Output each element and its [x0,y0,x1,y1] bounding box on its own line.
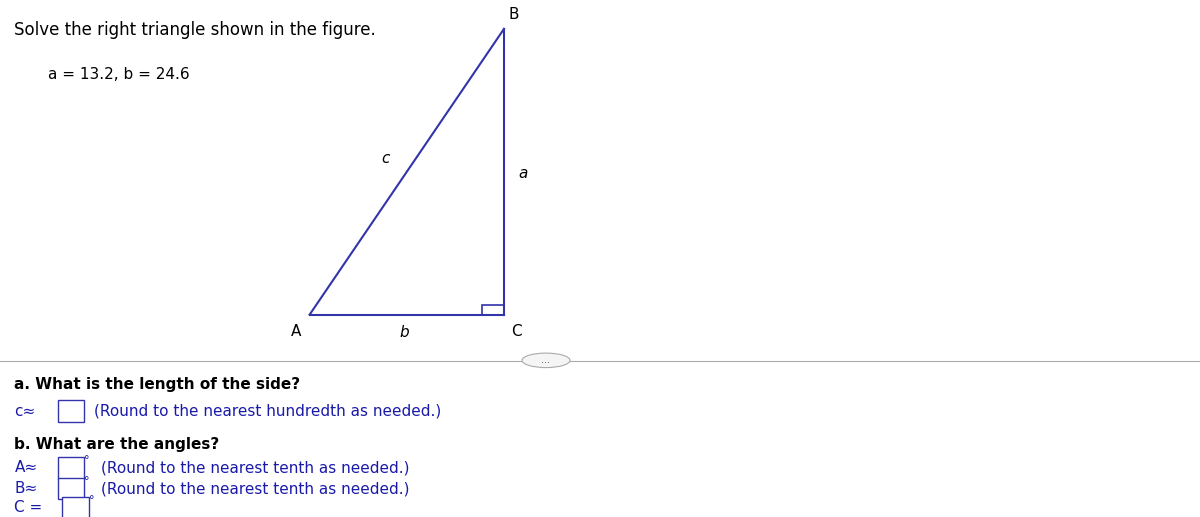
Text: °: ° [89,495,95,505]
Text: C =: C = [14,500,43,515]
FancyBboxPatch shape [58,478,84,499]
FancyBboxPatch shape [62,497,89,517]
Text: A: A [292,324,301,339]
Text: b. What are the angles?: b. What are the angles? [14,437,220,452]
Text: B≈: B≈ [14,481,37,496]
Text: c≈: c≈ [14,403,36,419]
FancyBboxPatch shape [58,400,84,422]
Text: B: B [509,7,520,22]
Text: Solve the right triangle shown in the figure.: Solve the right triangle shown in the fi… [14,21,376,39]
Text: c: c [382,151,390,166]
Bar [482,306,504,315]
Text: b: b [400,325,409,340]
Text: C: C [511,324,522,339]
Text: (Round to the nearest hundredth as needed.): (Round to the nearest hundredth as neede… [94,403,440,419]
Text: a = 13.2, b = 24.6: a = 13.2, b = 24.6 [48,67,190,82]
FancyBboxPatch shape [58,457,84,479]
Text: A≈: A≈ [14,460,37,476]
Ellipse shape [522,353,570,368]
Text: a. What is the length of the side?: a. What is the length of the side? [14,377,300,392]
Text: °: ° [84,455,90,465]
Text: ...: ... [541,355,551,366]
Text: (Round to the nearest tenth as needed.): (Round to the nearest tenth as needed.) [101,481,409,496]
Text: (Round to the nearest tenth as needed.): (Round to the nearest tenth as needed.) [101,460,409,476]
Text: °: ° [84,476,90,486]
Text: a: a [518,166,528,181]
